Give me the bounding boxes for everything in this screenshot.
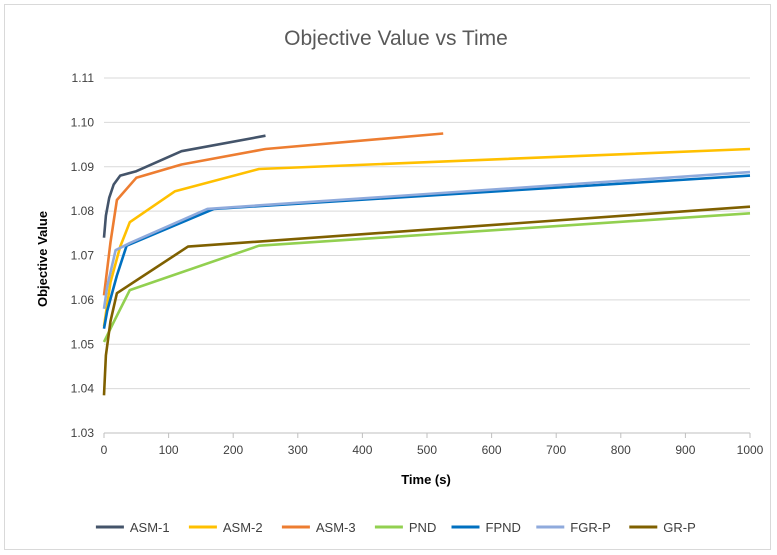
y-tick-label: 1.08 bbox=[71, 204, 95, 218]
x-axis-label: Time (s) bbox=[401, 472, 451, 487]
y-tick-label: 1.11 bbox=[72, 71, 95, 85]
series-line-fpnd bbox=[102, 174, 751, 329]
y-tick-label: 1.10 bbox=[71, 115, 95, 129]
chart-title: Objective Value vs Time bbox=[284, 27, 508, 50]
x-tick-label: 100 bbox=[159, 443, 179, 457]
x-tick-label: 300 bbox=[288, 443, 308, 457]
y-tick-label: 1.09 bbox=[71, 160, 95, 174]
series-line-fgr-p bbox=[102, 170, 751, 309]
x-tick-label: 600 bbox=[482, 443, 502, 457]
x-tick-label: 400 bbox=[352, 443, 372, 457]
series-lines bbox=[102, 132, 751, 396]
series-line-asm-3 bbox=[102, 132, 444, 296]
y-tick-label: 1.06 bbox=[71, 293, 95, 307]
legend-label: GR-P bbox=[663, 520, 696, 535]
series-line-asm-1 bbox=[102, 134, 266, 238]
y-tick-label: 1.07 bbox=[71, 249, 95, 263]
x-tick-label: 200 bbox=[223, 443, 243, 457]
legend-label: FPND bbox=[486, 520, 521, 535]
x-tick-label: 1000 bbox=[737, 443, 764, 457]
x-tick-label: 900 bbox=[675, 443, 695, 457]
legend: ASM-1 ASM-2 ASM-3 PND FPND FGR-P GR-P bbox=[95, 520, 696, 535]
y-tick-label: 1.05 bbox=[71, 337, 95, 351]
x-tick-label: 0 bbox=[101, 443, 108, 457]
legend-label: ASM-1 bbox=[130, 520, 170, 535]
legend-label: ASM-2 bbox=[223, 520, 263, 535]
legend-label: PND bbox=[409, 520, 436, 535]
y-tick-labels: 1.03 1.04 1.05 1.06 1.07 1.08 1.09 1.10 1.11 bbox=[71, 71, 95, 440]
y-tick-label: 1.04 bbox=[71, 382, 95, 396]
series-line-pnd bbox=[102, 212, 751, 343]
series-line-gr-p bbox=[102, 205, 751, 396]
series-line-asm-2 bbox=[102, 147, 751, 327]
legend-label: FGR-P bbox=[570, 520, 610, 535]
y-axis-label: Objective Value bbox=[35, 211, 50, 307]
x-tick-label: 500 bbox=[417, 443, 437, 457]
x-tick-label: 800 bbox=[611, 443, 631, 457]
x-tick-label: 700 bbox=[546, 443, 566, 457]
gridlines bbox=[104, 77, 750, 434]
legend-label: ASM-3 bbox=[316, 520, 356, 535]
line-chart: Objective Value vs Time 1.03 1.04 1.05 1.06… bbox=[35, 27, 764, 535]
x-tick-labels: 0 100 200 300 400 500 600 700 800 900 1000 bbox=[101, 433, 764, 457]
y-tick-label: 1.03 bbox=[71, 426, 95, 440]
chart-frame: Objective Value vs Time 1.03 1.04 1.05 1.06… bbox=[4, 4, 771, 550]
